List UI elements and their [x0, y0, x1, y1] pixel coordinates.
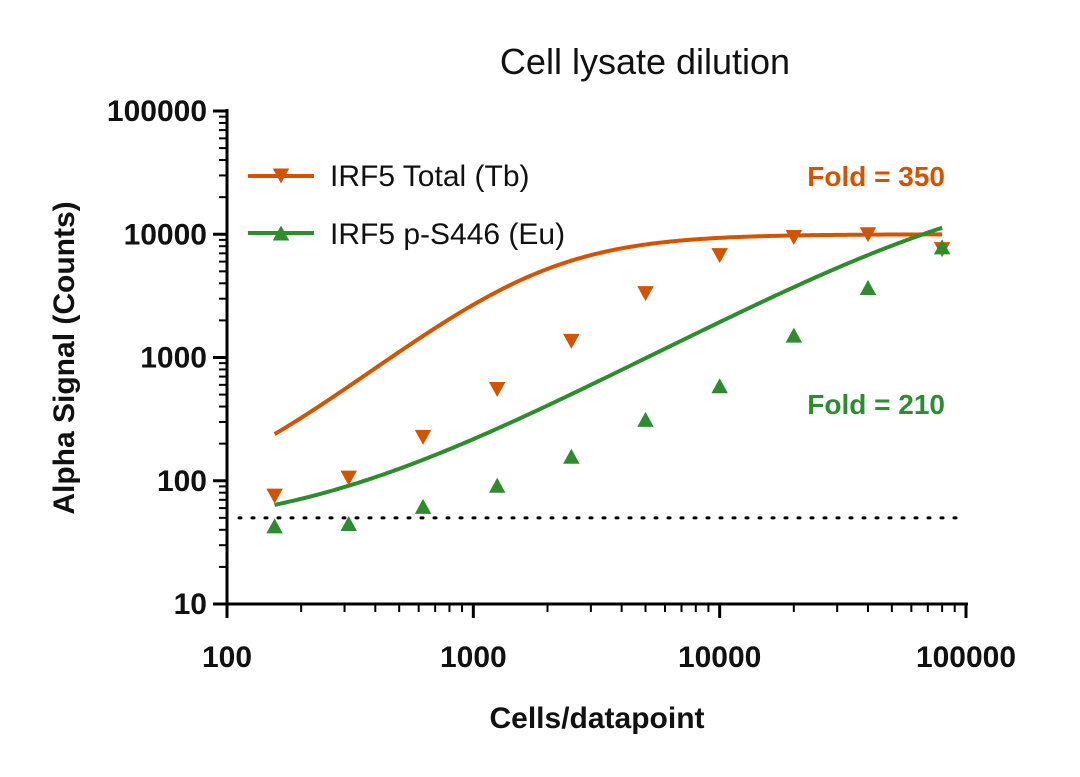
- fit-curve-1: [274, 225, 943, 507]
- data-point-0: [711, 248, 728, 264]
- annotation-fold-total: Fold = 350: [807, 161, 945, 192]
- x-axis: 100 1000 10000 100000: [202, 602, 1016, 674]
- x-tick-label: 100: [202, 641, 252, 674]
- annotation-fold-ps446: Fold = 210: [807, 389, 945, 420]
- data-point-1: [488, 477, 506, 493]
- legend-item-irf5-total: IRF5 Total (Tb): [248, 160, 530, 193]
- fit-curves: [273, 225, 943, 507]
- y-tick-label: 10000: [124, 218, 207, 251]
- data-point-0: [488, 382, 506, 398]
- legend-label-irf5-ps446: IRF5 p-S446 (Eu): [330, 218, 565, 251]
- data-point-0: [637, 286, 654, 302]
- y-tick-label: 1000: [140, 342, 207, 375]
- y-tick-label: 100000: [107, 95, 207, 128]
- y-tick-label: 100: [157, 465, 207, 498]
- data-point-0: [859, 227, 877, 243]
- legend-marker-0: [272, 168, 290, 184]
- y-tick-label: 10: [174, 588, 207, 621]
- x-tick-label: 10000: [678, 641, 761, 674]
- data-point-1: [563, 448, 580, 464]
- data-point-1: [859, 279, 877, 295]
- plot-area: [237, 225, 960, 534]
- data-point-1: [414, 498, 432, 514]
- data-point-1: [711, 378, 728, 394]
- x-axis-label: Cells/datapoint: [489, 702, 704, 735]
- y-axis: 10 100 1000 10000 100000: [107, 95, 229, 621]
- fit-curve-0: [273, 232, 943, 436]
- data-point-1: [933, 239, 951, 255]
- chart-title: Cell lysate dilution: [500, 41, 790, 82]
- x-tick-label: 100000: [916, 641, 1016, 674]
- data-point-0: [340, 470, 357, 486]
- legend-item-irf5-ps446: IRF5 p-S446 (Eu): [248, 218, 565, 251]
- data-point-0: [785, 230, 803, 246]
- x-tick-label: 1000: [440, 641, 507, 674]
- legend: IRF5 Total (Tb) IRF5 p-S446 (Eu): [248, 160, 565, 251]
- legend-label-irf5-total: IRF5 Total (Tb): [330, 160, 530, 193]
- data-point-0: [266, 488, 283, 504]
- data-point-0: [563, 333, 580, 349]
- data-points: [266, 227, 951, 534]
- data-point-1: [637, 411, 654, 427]
- data-point-0: [414, 429, 432, 445]
- data-point-1: [340, 515, 357, 531]
- legend-marker-1: [272, 225, 290, 241]
- y-axis-label: Alpha Signal (Counts): [48, 201, 81, 514]
- data-point-1: [785, 327, 803, 343]
- data-point-1: [266, 518, 283, 534]
